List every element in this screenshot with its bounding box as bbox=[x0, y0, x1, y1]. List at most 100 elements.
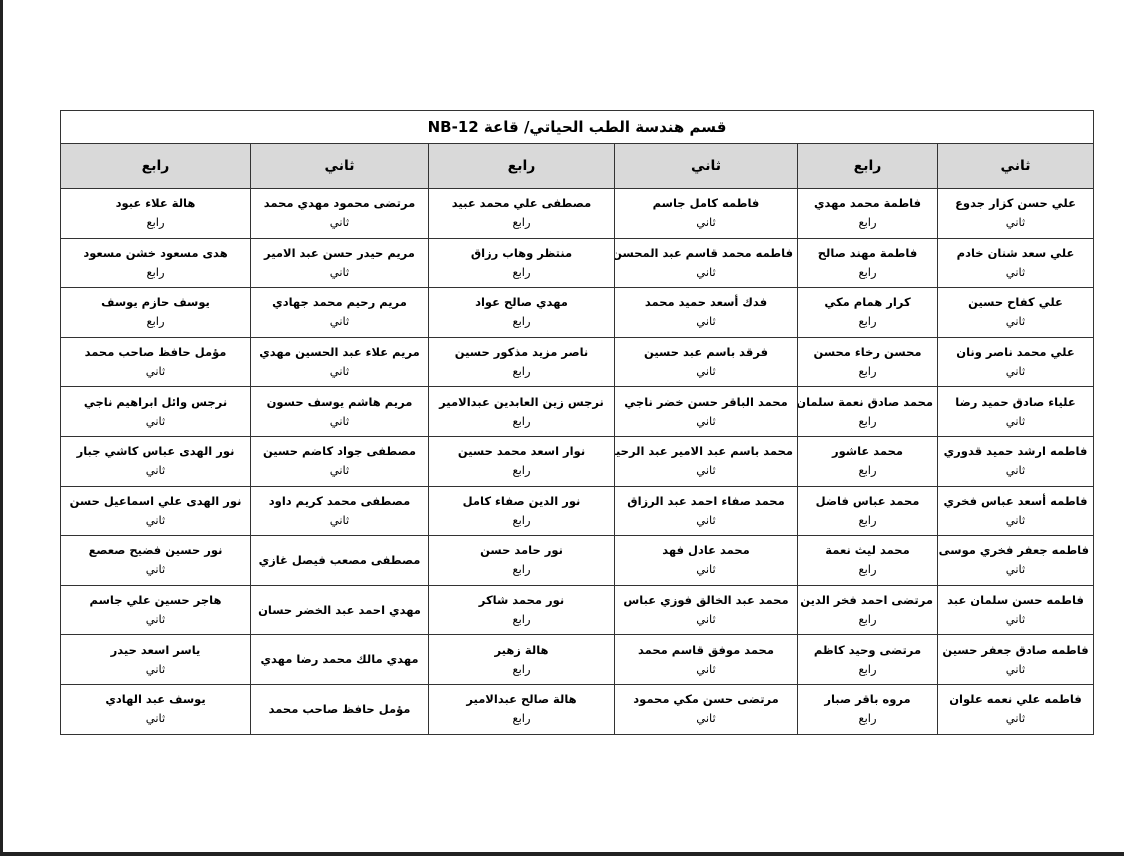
table-row: علي كفاح حسين ثاني كرار همام مكي رابع فدك أس… bbox=[60, 287, 1094, 338]
student-level: ثاني bbox=[329, 413, 350, 428]
table-cell: مصطفى محمد كريم داود ثاني bbox=[250, 485, 429, 537]
student-level: رابع bbox=[512, 264, 531, 279]
table-cell: يوسف حازم يوسف رابع bbox=[60, 287, 251, 338]
student-level: رابع bbox=[858, 264, 877, 279]
student-name: مرتضى وحيد كاظم bbox=[813, 642, 922, 657]
student-name: هالة زهير bbox=[494, 642, 549, 657]
student-name: محمد صادق نعمة سلمان bbox=[797, 394, 934, 409]
student-name: علي كفاح حسين bbox=[968, 295, 1063, 310]
student-name: يوسف عبد الهادي bbox=[105, 692, 206, 707]
student-name: محمد عادل فهد bbox=[662, 543, 750, 558]
table-cell: يوسف عبد الهادي ثاني bbox=[60, 683, 251, 735]
student-level: ثاني bbox=[696, 364, 716, 379]
student-name: مرتضى احمد فخر الدين bbox=[800, 593, 933, 608]
student-level: ثاني bbox=[145, 364, 166, 379]
table-cell: مرتضى احمد فخر الدين رابع bbox=[797, 584, 938, 636]
table-cell: فاطمه صادق جعفر حسين ثاني bbox=[937, 634, 1094, 685]
student-level: رابع bbox=[146, 264, 165, 279]
table-row: فاطمه جعفر فخري موسى ثاني محمد ليث نعمة راب… bbox=[60, 535, 1094, 586]
student-name: مريم رحيم محمد جهادي bbox=[272, 295, 407, 310]
table-cell: مصطفى مصعب فيصل غازي bbox=[250, 535, 429, 586]
table-cell: فاطمه علي نعمه علوان ثاني bbox=[937, 683, 1094, 735]
student-level: رابع bbox=[858, 661, 877, 676]
student-name: مصطفى مصعب فيصل غازي bbox=[258, 552, 421, 567]
table-row: فاطمه ارشد حميد قدوري ثاني محمد عاشور رابع م… bbox=[60, 435, 1094, 487]
table-cell: محمد باسم عبد الامير عبد الرحيم ثاني bbox=[614, 435, 798, 487]
student-name: فرقد باسم عبد حسين bbox=[643, 345, 769, 360]
student-name: فاطمه ارشد حميد قدوري bbox=[943, 444, 1088, 459]
table-title: قسم هندسة الطب الحياتي/ قاعة NB-12 bbox=[60, 110, 1094, 144]
table-cell: هالة زهير رابع bbox=[428, 634, 615, 685]
student-name: مؤمل حافظ صاحب محمد bbox=[268, 701, 411, 716]
table-cell: محمد موفق قاسم محمد ثاني bbox=[614, 634, 798, 685]
student-level: رابع bbox=[512, 413, 531, 428]
table-cell: نرجس وائل ابراهيم ناجي ثاني bbox=[60, 386, 251, 437]
student-level: رابع bbox=[146, 314, 165, 329]
student-level: رابع bbox=[858, 413, 877, 428]
student-level: ثاني bbox=[1005, 314, 1026, 329]
student-name: مصطفى علي محمد عبيد bbox=[451, 196, 592, 211]
student-name: محسن رخاء محسن bbox=[813, 345, 922, 360]
table-row: علياء صادق حميد رضا ثاني محمد صادق نعمة سل… bbox=[60, 386, 1094, 437]
student-level: ثاني bbox=[145, 562, 166, 577]
table-row: علي حسن كزار جدوع ثاني فاطمة محمد مهدي رابع… bbox=[60, 188, 1094, 239]
student-level: رابع bbox=[858, 612, 877, 627]
student-name: مصطفى جواد كاضم حسين bbox=[262, 444, 417, 459]
table-cell: نور الدين صفاء كامل رابع bbox=[428, 485, 615, 537]
table-cell: ناصر مزيد مذكور حسين رابع bbox=[428, 336, 615, 388]
student-name: مرتضى محمود مهدي محمد bbox=[263, 196, 416, 211]
table-cell: محمد ليث نعمة رابع bbox=[797, 535, 938, 586]
table-cell: مرتضى محمود مهدي محمد ثاني bbox=[250, 188, 429, 239]
student-name: محمد عباس فاضل bbox=[815, 493, 920, 508]
student-name: مؤمل حافظ صاحب محمد bbox=[84, 345, 227, 360]
student-level: رابع bbox=[512, 661, 531, 676]
table-cell: نور حسين فضيح صعصع ثاني bbox=[60, 535, 251, 586]
student-name: محمد عاشور bbox=[831, 444, 904, 459]
student-name: فاطمه صادق جعفر حسين bbox=[942, 642, 1089, 657]
student-level: رابع bbox=[512, 562, 531, 577]
student-level: ثاني bbox=[1005, 512, 1026, 527]
student-name: مريم حيدر حسن عبد الامير bbox=[264, 245, 415, 260]
student-name: محمد صفاء احمد عبد الرزاق bbox=[627, 493, 785, 508]
student-level: رابع bbox=[858, 711, 877, 726]
student-name: علي حسن كزار جدوع bbox=[955, 196, 1076, 211]
student-name: فاطمه جعفر فخري موسى bbox=[938, 543, 1089, 558]
table-cell: منتظر وهاب رزاق رابع bbox=[428, 237, 615, 289]
table-cell: مريم علاء عبد الحسين مهدي ثاني bbox=[250, 336, 429, 388]
header-row: ثاني رابع ثاني رابع ثاني رابع bbox=[60, 143, 1094, 189]
student-name: ياسر اسعد حيدر bbox=[110, 642, 201, 657]
table-cell: مصطفى جواد كاضم حسين ثاني bbox=[250, 435, 429, 487]
student-name: مهدي احمد عبد الخضر حسان bbox=[258, 602, 421, 617]
table-row: علي سعد شنان خادم ثاني فاطمة مهند صالح رابع… bbox=[60, 237, 1094, 289]
table-cell: محمد عبد الخالق فوزي عباس ثاني bbox=[614, 584, 798, 636]
student-level: رابع bbox=[512, 314, 531, 329]
student-level: ثاني bbox=[329, 264, 350, 279]
student-name: هالة علاء عبود bbox=[115, 196, 196, 211]
student-name: نرجس وائل ابراهيم ناجي bbox=[83, 394, 228, 409]
student-name: فاطمه محمد قاسم عبد المحسن bbox=[614, 245, 794, 260]
column-header: رابع bbox=[60, 143, 251, 189]
student-level: رابع bbox=[858, 364, 877, 379]
table-cell: علي حسن كزار جدوع ثاني bbox=[937, 188, 1094, 239]
table-cell: نرجس زين العابدين عبدالامير رابع bbox=[428, 386, 615, 437]
table-cell: فاطمه كامل جاسم ثاني bbox=[614, 188, 798, 239]
student-name: كرار همام مكي bbox=[824, 295, 911, 310]
column-header: ثاني bbox=[250, 143, 429, 189]
student-level: رابع bbox=[858, 463, 877, 478]
table-body: علي حسن كزار جدوع ثاني فاطمة محمد مهدي رابع… bbox=[60, 188, 1094, 735]
student-name: منتظر وهاب رزاق bbox=[470, 245, 573, 260]
student-level: ثاني bbox=[1005, 463, 1026, 478]
student-level: ثاني bbox=[1005, 661, 1026, 676]
student-name: محمد ليث نعمة bbox=[825, 543, 910, 558]
student-name: فدك أسعد حميد محمد bbox=[644, 295, 768, 310]
student-name: نور محمد شاكر bbox=[478, 593, 565, 608]
student-name: مهدي صالح عواد bbox=[475, 295, 568, 310]
student-name: نور الهدى علي اسماعيل حسن bbox=[69, 493, 242, 508]
student-name: محمد موفق قاسم محمد bbox=[638, 642, 774, 657]
student-name: مصطفى محمد كريم داود bbox=[268, 493, 411, 508]
student-level: ثاني bbox=[1005, 264, 1026, 279]
table-cell: ياسر اسعد حيدر ثاني bbox=[60, 634, 251, 685]
table-row: فاطمه علي نعمه علوان ثاني مروه باقر صبار را… bbox=[60, 683, 1094, 735]
student-level: ثاني bbox=[696, 215, 716, 230]
